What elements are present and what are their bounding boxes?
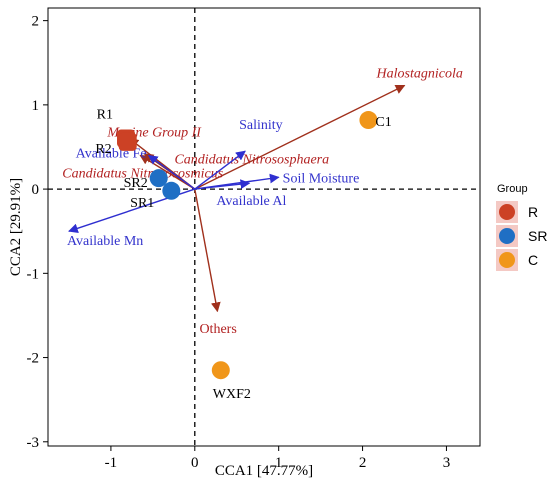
taxon-arrow — [194, 188, 221, 313]
environment-label: Salinity — [239, 118, 283, 133]
environment-arrow — [194, 150, 246, 190]
legend-title: Group — [497, 183, 528, 195]
x-tick-label: 0 — [191, 455, 199, 471]
legend-label: SR — [528, 228, 547, 244]
legend-label: C — [528, 252, 538, 268]
y-tick-label: 1 — [32, 98, 40, 114]
environment-arrow — [147, 154, 196, 190]
taxon-label: Halostagnicola — [376, 66, 463, 81]
sample-label: C1 — [375, 115, 391, 130]
sample-label: WXF2 — [213, 387, 251, 402]
taxon-arrow — [194, 84, 406, 190]
y-tick-label: -2 — [27, 351, 40, 367]
legend: Group R SR C — [496, 183, 547, 271]
taxon-label: Others — [199, 322, 236, 337]
y-tick-label: 0 — [32, 182, 40, 198]
x-axis-title: CCA1 [47.77%] — [215, 463, 313, 479]
axes: -1 0 1 2 3 -3 -2 -1 0 1 2 — [27, 14, 451, 471]
environment-label: Available Mn — [67, 234, 143, 249]
sample-point — [118, 132, 137, 151]
legend-key — [499, 252, 515, 268]
sample-point — [162, 181, 181, 200]
y-tick-label: 2 — [32, 14, 40, 30]
plot-frame — [47, 7, 481, 447]
sample-label: SR1 — [130, 196, 154, 211]
sample-point — [149, 169, 168, 188]
sample-label: SR2 — [124, 176, 148, 191]
x-tick-label: 1 — [275, 455, 283, 471]
reference-lines — [48, 8, 480, 446]
sample-point — [211, 361, 230, 380]
y-tick-label: -1 — [27, 266, 40, 282]
sample-label: R1 — [97, 108, 113, 123]
environment-label: Available Al — [216, 194, 286, 209]
y-axis-title: CCA2 [29.91%] — [8, 178, 24, 276]
legend-key — [499, 204, 515, 220]
sample-point — [359, 111, 378, 130]
x-tick-label: 2 — [359, 455, 367, 471]
x-tick-label: -1 — [105, 455, 118, 471]
legend-key — [499, 228, 515, 244]
y-tick-label: -3 — [27, 435, 40, 451]
environment-arrow — [194, 179, 251, 190]
taxon-label: Candidatus Nitrosocosmicus — [62, 166, 223, 181]
sample-points: R1 R2 SR2 SR1 C1 WXF2 — [95, 108, 391, 403]
legend-label: R — [528, 204, 538, 220]
environment-label: Soil Moisture — [283, 171, 360, 186]
taxon-label: Candidatus Nitrososphaera — [174, 153, 329, 168]
sample-label: R2 — [95, 142, 111, 157]
x-tick-label: 3 — [443, 455, 451, 471]
